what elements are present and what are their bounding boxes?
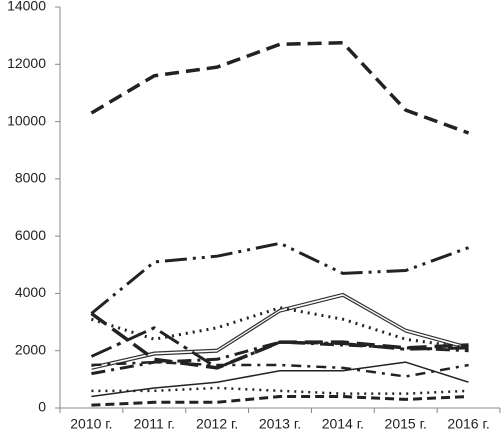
series-line	[90, 241, 470, 315]
y-tick-label: 14000	[7, 0, 46, 14]
y-tick-label: 0	[38, 399, 46, 415]
x-tick-label: 2013 г.	[259, 416, 301, 432]
series-line	[91, 395, 469, 407]
y-tick-label: 8000	[15, 170, 46, 186]
series-line	[91, 340, 469, 376]
y-tick-label: 4000	[15, 284, 46, 300]
series-line	[91, 361, 469, 398]
y-tick-label: 10000	[7, 112, 46, 128]
series-line	[90, 41, 470, 135]
x-tick-label: 2010 г.	[70, 416, 112, 432]
y-tick-label: 2000	[15, 341, 46, 357]
series-line	[91, 292, 469, 368]
series-line	[90, 326, 469, 370]
x-tick-label: 2011 г.	[134, 416, 175, 432]
series-line	[91, 295, 469, 370]
y-tick-label: 6000	[15, 227, 46, 243]
x-tick-label: 2014 г.	[322, 416, 364, 432]
x-tick-label: 2016 г.	[447, 416, 489, 432]
x-tick-label: 2012 г.	[196, 416, 238, 432]
x-tick-label: 2015 г.	[385, 416, 427, 432]
y-tick-label: 12000	[7, 55, 46, 71]
